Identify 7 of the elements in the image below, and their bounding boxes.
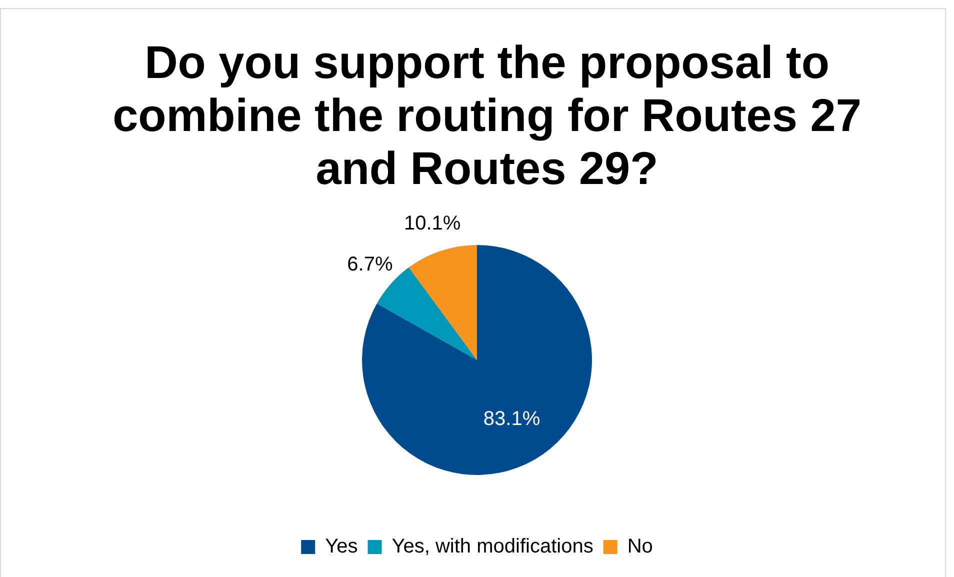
data-label: 6.7% [347, 254, 393, 276]
data-label: 83.1% [483, 408, 540, 430]
legend-label: No [627, 536, 653, 558]
legend-label: Yes [325, 536, 358, 558]
legend-label: Yes, with modifications [392, 536, 594, 558]
chart-title: Do you support the proposal to combine the routing for Routes 27 and Routes 29? [112, 36, 862, 195]
data-label: 10.1% [404, 212, 461, 235]
